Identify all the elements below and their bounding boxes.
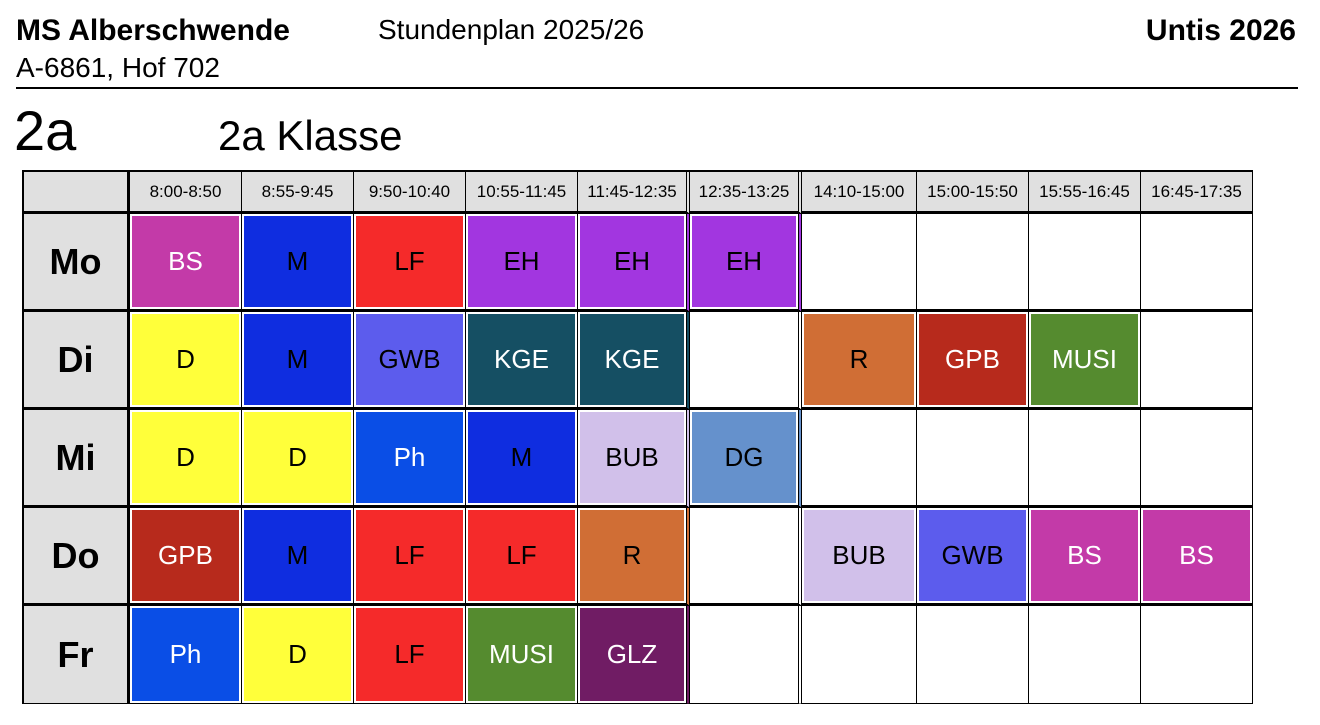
period-header: 8:55-9:45	[242, 172, 354, 214]
lesson-cell[interactable]: KGE	[466, 312, 578, 410]
day-label: Do	[24, 508, 130, 606]
plan-title: Stundenplan 2025/26	[378, 14, 645, 45]
period-header: 11:45-12:35	[578, 172, 690, 214]
lesson-cell[interactable]: M	[242, 508, 354, 606]
lesson-cell[interactable]: D	[242, 410, 354, 508]
lesson-cell[interactable]: BS	[1141, 508, 1253, 606]
lesson-cell[interactable]: M	[242, 214, 354, 312]
lesson-cell[interactable]: EH	[578, 214, 690, 312]
lesson-cell[interactable]: BUB	[578, 410, 690, 508]
lesson-cell[interactable]: M	[242, 312, 354, 410]
lesson-cell[interactable]: BS	[1029, 508, 1141, 606]
corner-cell	[24, 172, 130, 214]
lesson-cell[interactable]: LF	[354, 606, 466, 704]
lesson-cell[interactable]: GPB	[917, 312, 1029, 410]
lesson-cell[interactable]: D	[130, 410, 242, 508]
period-header: 12:35-13:25	[690, 172, 802, 214]
empty-cell	[690, 508, 802, 606]
school-name: MS Alberschwende	[16, 14, 290, 47]
lesson-cell[interactable]: R	[578, 508, 690, 606]
lesson-cell[interactable]: BS	[130, 214, 242, 312]
lesson-cell[interactable]: M	[466, 410, 578, 508]
lesson-cell[interactable]: EH	[690, 214, 802, 312]
empty-cell	[917, 606, 1029, 704]
lesson-cell[interactable]: GPB	[130, 508, 242, 606]
empty-cell	[802, 410, 917, 508]
lesson-cell[interactable]: GWB	[354, 312, 466, 410]
period-header: 9:50-10:40	[354, 172, 466, 214]
lesson-cell[interactable]: D	[242, 606, 354, 704]
lesson-cell[interactable]: Ph	[130, 606, 242, 704]
timetable-grid: 8:00-8:50 8:55-9:45 9:50-10:40 10:55-11:45 1…	[22, 170, 1253, 704]
class-name: 2a Klasse	[218, 112, 403, 159]
period-header: 8:00-8:50	[130, 172, 242, 214]
empty-cell	[802, 214, 917, 312]
empty-cell	[917, 410, 1029, 508]
empty-cell	[1029, 606, 1141, 704]
lesson-cell[interactable]: GWB	[917, 508, 1029, 606]
lesson-cell[interactable]: LF	[466, 508, 578, 606]
day-label: Mi	[24, 410, 130, 508]
empty-cell	[1029, 214, 1141, 312]
empty-cell	[1141, 606, 1253, 704]
empty-cell	[1141, 312, 1253, 410]
day-label: Fr	[24, 606, 130, 704]
empty-cell	[802, 606, 917, 704]
period-header: 15:00-15:50	[917, 172, 1029, 214]
empty-cell	[690, 312, 802, 410]
day-label: Di	[24, 312, 130, 410]
lesson-cell[interactable]: LF	[354, 508, 466, 606]
lesson-cell[interactable]: D	[130, 312, 242, 410]
lesson-cell[interactable]: MUSI	[466, 606, 578, 704]
lesson-cell[interactable]: BUB	[802, 508, 917, 606]
lesson-cell[interactable]: MUSI	[1029, 312, 1141, 410]
period-header: 14:10-15:00	[802, 172, 917, 214]
lesson-cell[interactable]: LF	[354, 214, 466, 312]
software-label: Untis 2026	[1145, 14, 1296, 47]
period-header: 16:45-17:35	[1141, 172, 1253, 214]
lesson-cell[interactable]: Ph	[354, 410, 466, 508]
lesson-cell[interactable]: DG	[690, 410, 802, 508]
school-address: A-6861, Hof 702	[16, 52, 220, 83]
empty-cell	[1029, 410, 1141, 508]
empty-cell	[1141, 410, 1253, 508]
period-header: 10:55-11:45	[466, 172, 578, 214]
day-label: Mo	[24, 214, 130, 312]
lesson-cell[interactable]: KGE	[578, 312, 690, 410]
empty-cell	[917, 214, 1029, 312]
empty-cell	[690, 606, 802, 704]
empty-cell	[1141, 214, 1253, 312]
lesson-cell[interactable]: GLZ	[578, 606, 690, 704]
lesson-cell[interactable]: EH	[466, 214, 578, 312]
lesson-cell[interactable]: R	[802, 312, 917, 410]
class-code: 2a	[14, 99, 77, 162]
period-header: 15:55-16:45	[1029, 172, 1141, 214]
header-divider	[16, 87, 1298, 89]
